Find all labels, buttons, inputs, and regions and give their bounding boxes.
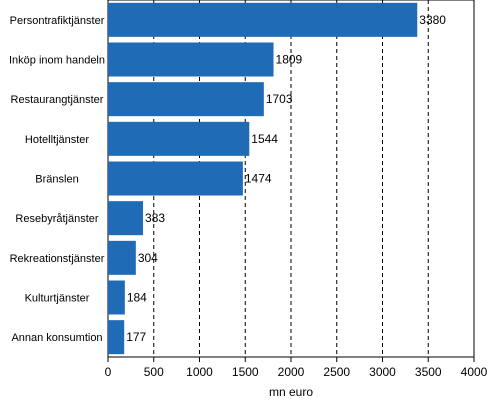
- value-label: 1703: [266, 92, 293, 106]
- x-tick-label: 3500: [415, 365, 442, 379]
- bar: [108, 42, 274, 77]
- bar: [108, 280, 125, 315]
- category-label: Bränslen: [35, 174, 78, 186]
- value-label: 3380: [419, 13, 446, 27]
- value-label: 1474: [245, 172, 272, 186]
- value-label: 177: [126, 330, 146, 344]
- x-axis: 0 500 1000 1500 2000 2500 3000 3500 4000: [105, 357, 488, 379]
- category-label: Resebyråtjänster: [15, 213, 98, 225]
- category-label: Hotelltjänster: [25, 134, 90, 146]
- category-label: Persontrafiktjänster: [10, 15, 105, 27]
- category-label: Annan konsumtion: [11, 332, 102, 344]
- bar: [108, 2, 418, 37]
- bar: [108, 240, 136, 275]
- bars: [108, 2, 418, 355]
- value-label: 383: [145, 211, 165, 225]
- category-label: Rekreationstjänster: [10, 253, 105, 265]
- bar: [108, 161, 243, 196]
- value-label: 1544: [251, 132, 278, 146]
- x-tick-label: 4000: [461, 365, 488, 379]
- category-label: Inköp inom handeln: [9, 55, 105, 67]
- x-tick-label: 0: [105, 365, 112, 379]
- x-tick-label: 500: [144, 365, 164, 379]
- x-tick-label: 1000: [186, 365, 213, 379]
- value-label: 184: [127, 291, 147, 305]
- value-labels: 3380 1809 1703 1544 1474 383 304 184 177: [126, 13, 446, 344]
- x-axis-title: mn euro: [269, 385, 313, 399]
- category-labels: Persontrafiktjänster Inköp inom handeln Re…: [9, 15, 105, 344]
- x-tick-label: 2500: [323, 365, 350, 379]
- value-label: 1809: [276, 53, 303, 67]
- bar: [108, 320, 125, 355]
- category-label: Restaurangtjänster: [11, 94, 104, 106]
- bar: [108, 82, 264, 117]
- x-tick-label: 3000: [369, 365, 396, 379]
- bar: [108, 121, 250, 156]
- x-tick-label: 2000: [278, 365, 305, 379]
- bar: [108, 201, 144, 236]
- category-label: Kulturtjänster: [25, 293, 90, 305]
- x-tick-label: 1500: [232, 365, 259, 379]
- value-label: 304: [138, 251, 158, 265]
